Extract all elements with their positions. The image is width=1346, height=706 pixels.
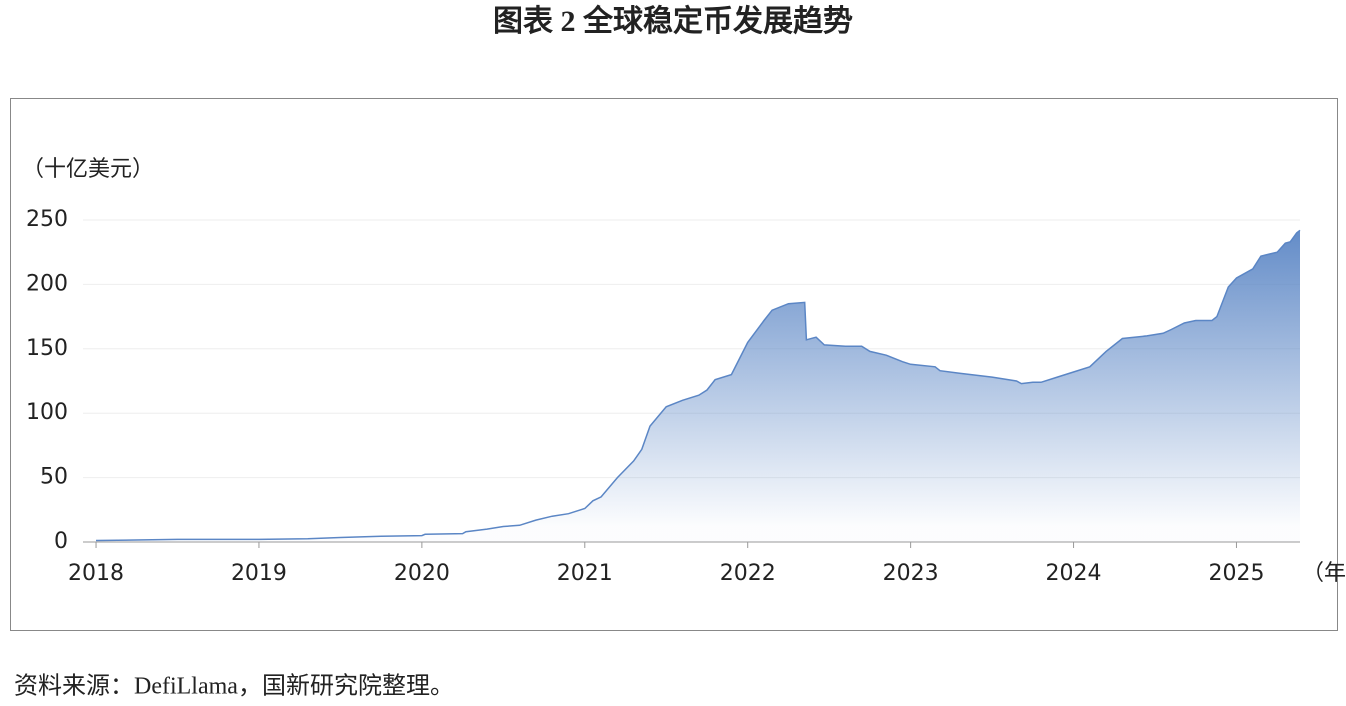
y-tick-label: 150 xyxy=(26,336,68,361)
x-tick-label: 2023 xyxy=(883,561,939,586)
y-tick-label: 250 xyxy=(26,207,68,232)
chart-frame xyxy=(10,98,1338,631)
source-note: 资料来源：DefiLlama，国新研究院整理。 xyxy=(14,673,454,700)
x-tick-label: 2024 xyxy=(1046,561,1102,586)
y-tick-label: 0 xyxy=(54,529,68,554)
area-line xyxy=(95,229,1301,542)
y-tick-label: 50 xyxy=(40,465,68,490)
x-tick-label: 2019 xyxy=(231,561,287,586)
x-tick-label: 2022 xyxy=(720,561,776,586)
chart-title: 图表 2 全球稳定币发展趋势 xyxy=(493,4,853,38)
x-tick-label: 2018 xyxy=(68,561,124,586)
x-tick-label: 2021 xyxy=(557,561,613,586)
x-tick-label: 2025 xyxy=(1208,561,1264,586)
x-tick-label: 2020 xyxy=(394,561,450,586)
y-tick-label: 200 xyxy=(26,271,68,296)
area-fill xyxy=(96,230,1300,543)
y-tick-label: 100 xyxy=(26,400,68,425)
x-unit: （年） xyxy=(1302,561,1346,586)
y-unit: （十亿美元） xyxy=(22,157,154,182)
